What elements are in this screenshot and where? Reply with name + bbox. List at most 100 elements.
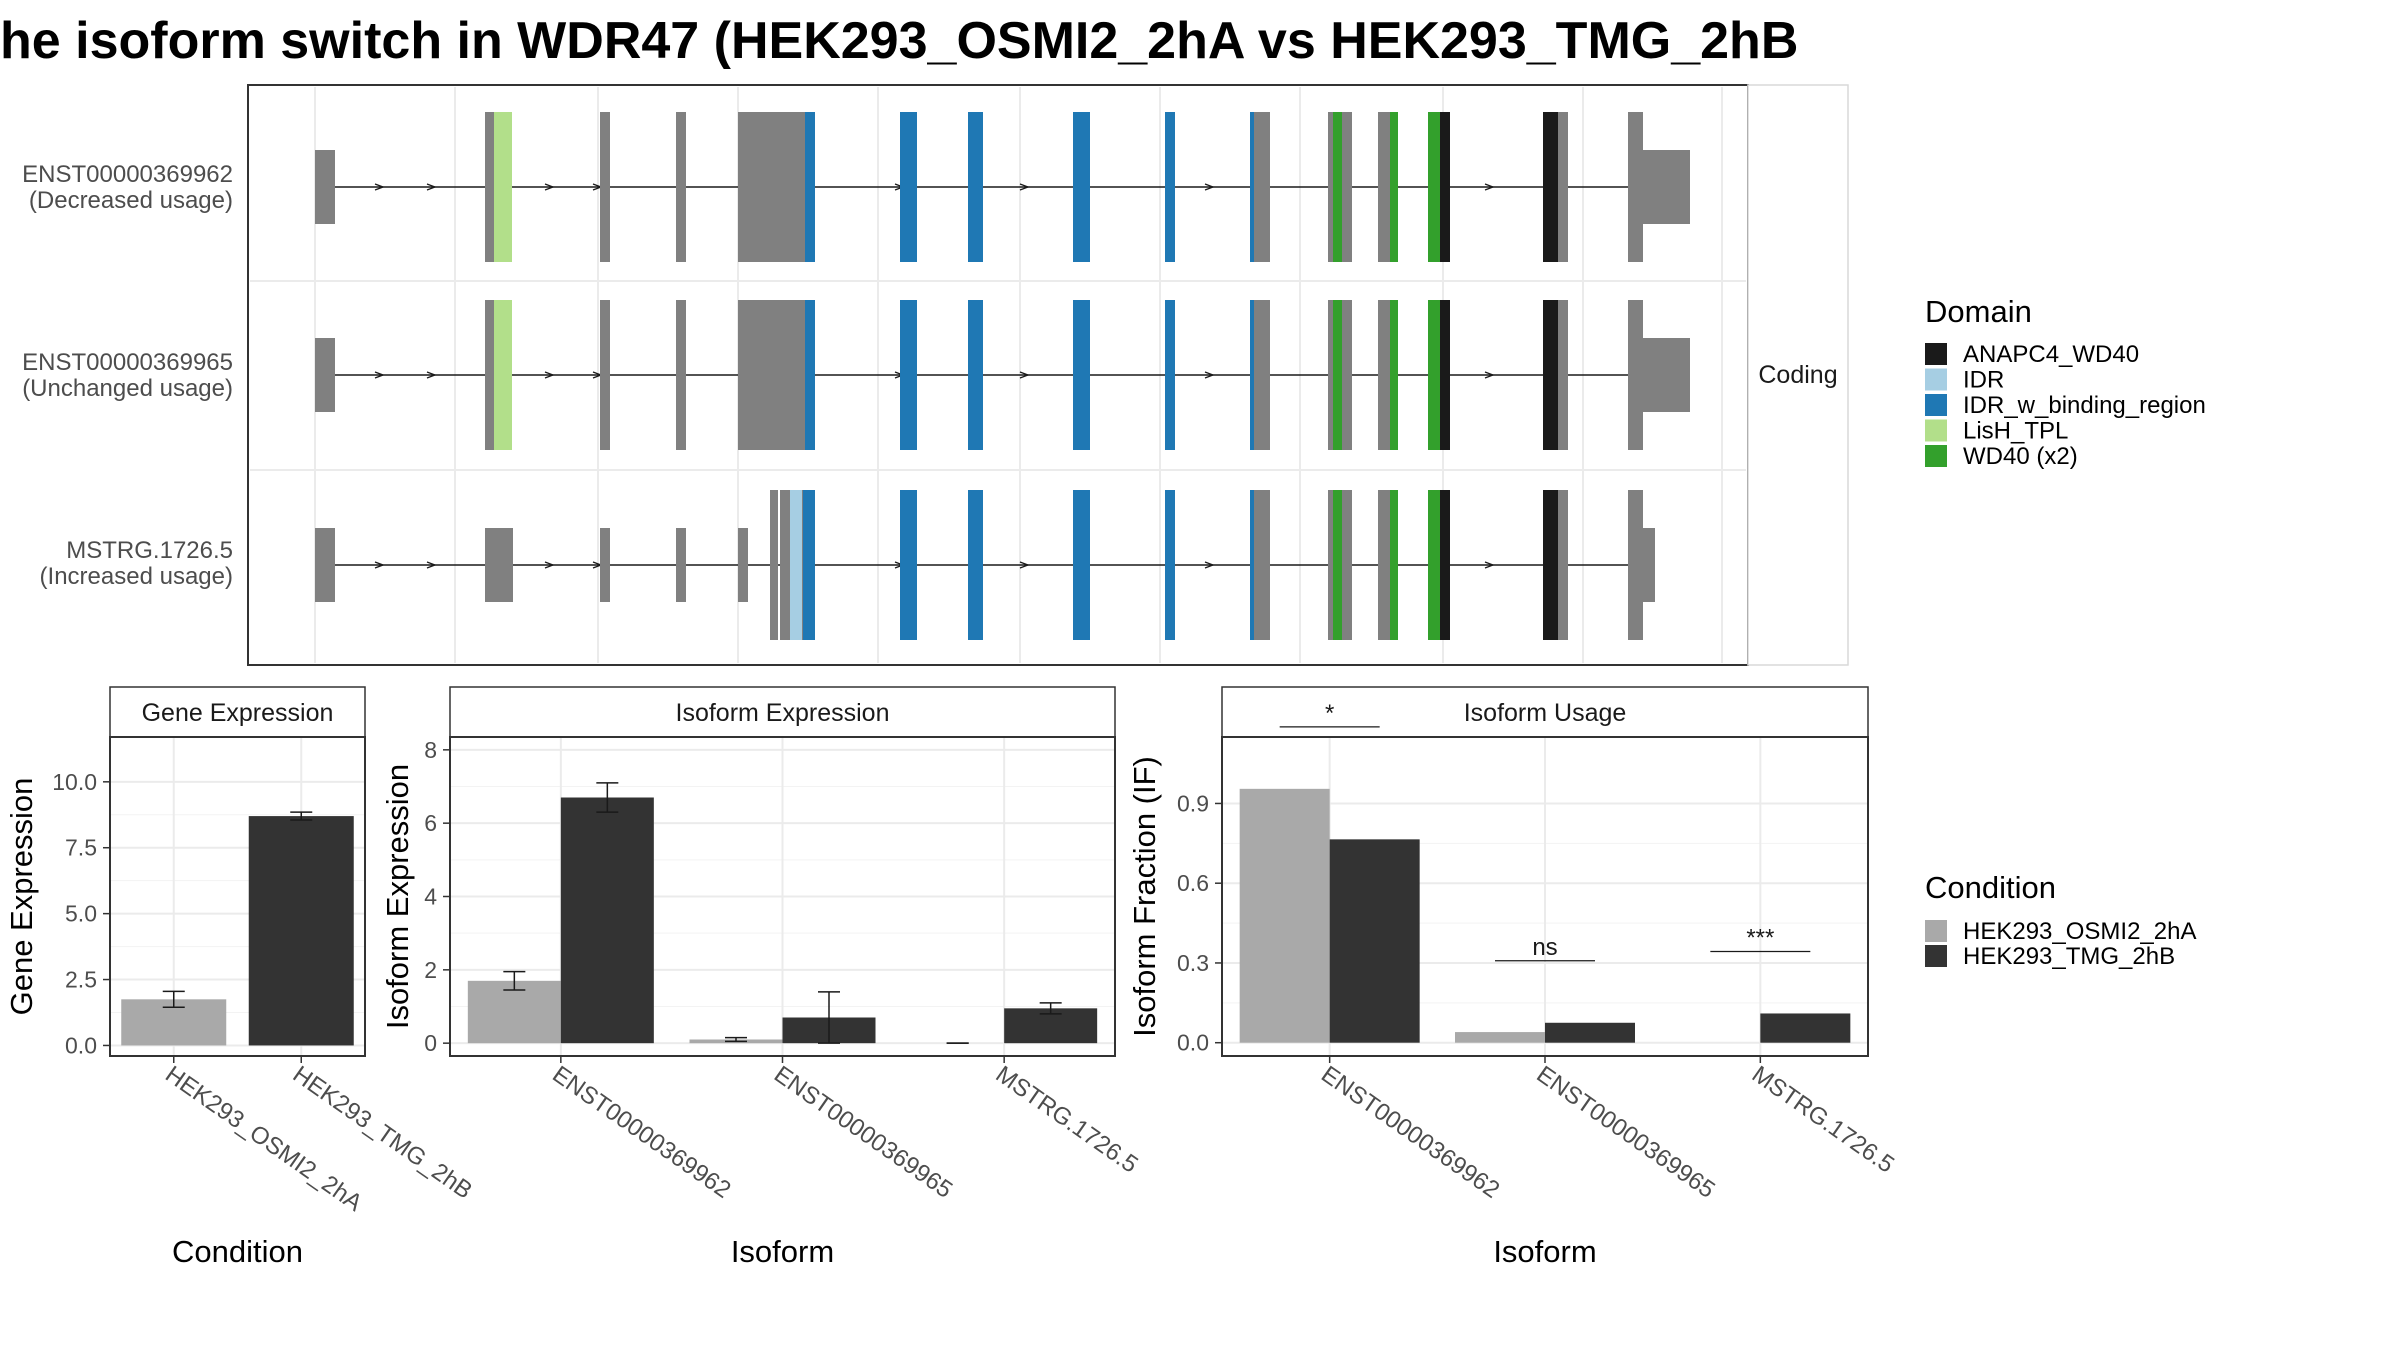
y-tick-label-3: 6	[424, 810, 437, 836]
isoform-label-3-id: MSTRG.1726.5	[66, 537, 233, 564]
bar-s0-0	[467, 980, 561, 1044]
exon-block-2-5	[676, 300, 686, 450]
domain-block-3-7	[790, 490, 802, 640]
domain-block-3-21	[1440, 490, 1450, 640]
condition-legend-title: Condition	[1925, 870, 2056, 905]
y-tick-label-4: 8	[424, 737, 437, 763]
error-bar-s1-0	[596, 782, 619, 813]
direction-arrow-1-0	[374, 183, 385, 191]
domain-block-2-15	[1333, 300, 1342, 450]
domain-block-1-3	[498, 112, 512, 262]
direction-arrow-3-8	[1484, 561, 1495, 569]
error-bar-0	[162, 990, 185, 1008]
y-tick-label-1: 0.3	[1177, 950, 1209, 976]
exon-block-3-1	[485, 528, 513, 602]
domain-block-1-15	[1333, 112, 1342, 262]
y-tick-label-0: 0.0	[1177, 1030, 1209, 1056]
x-axis-title: Isoform	[731, 1234, 834, 1269]
condition-legend-label-0: HEK293_OSMI2_2hA	[1963, 918, 2196, 945]
exon-block-2-24	[1628, 300, 1643, 450]
domain-block-1-8	[900, 112, 917, 262]
domain-block-1-2	[494, 112, 500, 262]
x-tick-label-0: ENST00000369962	[1316, 1061, 1504, 1204]
y-tick-label-1: 2	[424, 957, 437, 983]
exon-block-3-0	[315, 528, 335, 602]
exon-block-3-5	[770, 490, 778, 640]
domain-block-3-18	[1390, 490, 1398, 640]
exon-block-1-24	[1628, 112, 1643, 262]
y-tick-label-2: 4	[424, 884, 437, 910]
error-bar-1	[290, 811, 313, 821]
x-tick-label-1: ENST00000369965	[1532, 1061, 1720, 1204]
significance-label-1: ns	[1532, 934, 1557, 961]
domain-block-2-19	[1428, 300, 1440, 450]
structure-tracks	[315, 112, 1690, 640]
isoform-label-1-id: ENST00000369962	[22, 161, 233, 188]
domain-block-3-16	[1333, 490, 1342, 640]
direction-arrow-2-8	[1484, 371, 1495, 379]
strip-box	[1221, 686, 1869, 738]
isoform-usage-chart: Isoform Usage * ns *** 0.0 0.3 0.6 0.9 ENST00000…	[1127, 686, 1899, 1269]
isoform-label-2-id: ENST00000369965	[22, 349, 233, 376]
domain-block-3-10	[968, 490, 983, 640]
condition-legend-swatch-1	[1925, 945, 1947, 967]
domain-legend-label-2: IDR_w_binding_region	[1963, 392, 2206, 419]
domain-legend-label-3: LisH_TPL	[1963, 418, 2068, 445]
exon-block-2-0	[315, 338, 335, 412]
domain-block-2-7	[805, 300, 815, 450]
exon-block-1-6	[738, 112, 810, 262]
y-tick-label-1: 2.5	[65, 967, 97, 993]
direction-arrow-1-6	[1204, 183, 1215, 191]
exon-block-2-6	[738, 300, 810, 450]
bar-1	[248, 816, 354, 1046]
y-axis-title: Gene Expression	[4, 778, 39, 1016]
domain-block-3-9	[900, 490, 917, 640]
exon-block-2-25	[1643, 338, 1690, 412]
domain-block-1-7	[805, 112, 815, 262]
direction-arrow-2-0	[374, 371, 385, 379]
domain-block-1-11	[1165, 112, 1175, 262]
exon-block-3-2	[600, 528, 610, 602]
domain-block-2-11	[1165, 300, 1175, 450]
direction-arrow-3-6	[1204, 561, 1215, 569]
domain-legend-swatch-0	[1925, 343, 1947, 365]
y-axis-title: Isoform Expression	[380, 764, 415, 1029]
direction-arrow-1-8	[1484, 183, 1495, 191]
exon-block-2-4	[600, 300, 610, 450]
domain-block-1-13	[1250, 112, 1254, 262]
direction-arrow-2-5	[1019, 371, 1030, 379]
bar-s1-0	[560, 797, 654, 1044]
y-tick-label-4: 10.0	[52, 769, 97, 795]
significance-label-0: *	[1325, 700, 1334, 727]
domain-block-3-8	[803, 490, 815, 640]
domain-legend-swatch-1	[1925, 368, 1947, 391]
bar-s0-0	[1239, 788, 1330, 1043]
direction-arrow-3-2	[544, 561, 555, 569]
domain-block-2-2	[494, 300, 500, 450]
x-tick-label-2: MSTRG.1726.5	[1747, 1061, 1899, 1179]
exon-block-1-12	[1250, 112, 1270, 262]
error-bar-s1-2	[1039, 1002, 1062, 1015]
error-bar-s0-0	[503, 970, 526, 991]
domain-block-1-10	[1073, 112, 1090, 262]
bar-s1-2	[1760, 1013, 1851, 1043]
exon-block-2-12	[1250, 300, 1270, 450]
domain-block-3-11	[1073, 490, 1090, 640]
y-tick-label-2: 0.6	[1177, 870, 1209, 896]
exon-block-3-24	[1628, 490, 1643, 640]
transcript-track-3	[315, 490, 1655, 640]
strip-title: Isoform Expression	[676, 699, 890, 727]
direction-arrow-1-1	[426, 183, 437, 191]
transcript-structure-panel: Coding ENST00000369962 (Decreased usage)…	[22, 84, 1849, 666]
condition-legend-swatch-0	[1925, 920, 1947, 942]
x-tick-label-1: ENST00000369965	[769, 1061, 957, 1204]
strip-title: Gene Expression	[142, 699, 334, 727]
bar-s1-0	[1329, 839, 1420, 1043]
x-tick-label-2: MSTRG.1726.5	[991, 1061, 1143, 1179]
isoform-label-2-note: (Unchanged usage)	[22, 375, 233, 402]
domain-block-2-20	[1440, 300, 1450, 450]
domain-legend-label-0: ANAPC4_WD40	[1963, 341, 2139, 368]
bar-s0-1	[1455, 1032, 1545, 1043]
domain-legend-swatch-4	[1925, 445, 1947, 467]
